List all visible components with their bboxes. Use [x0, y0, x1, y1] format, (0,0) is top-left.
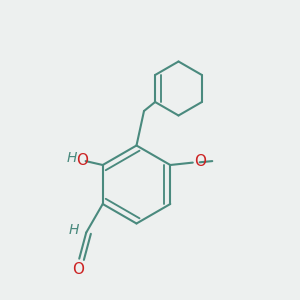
Text: H: H	[66, 152, 76, 165]
Text: O: O	[194, 154, 206, 169]
Text: O: O	[76, 153, 88, 168]
Text: O: O	[72, 262, 84, 277]
Text: H: H	[68, 223, 79, 237]
